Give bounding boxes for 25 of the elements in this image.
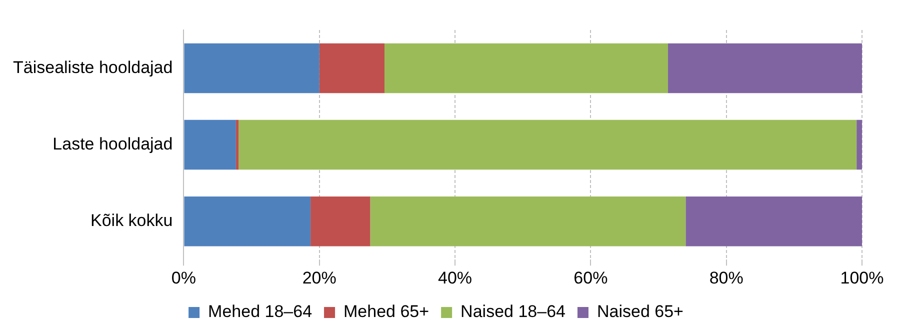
x-tick-label: 40% [438,268,472,288]
bar [184,120,236,170]
x-tick-label: 20% [302,268,336,288]
bar [384,43,668,94]
bar [236,120,239,170]
bar [184,196,311,246]
legend-label: Naised 65+ [596,302,684,322]
bar [668,43,862,94]
legend-label: Naised 18–64 [460,302,566,322]
x-tick-label: 0% [171,268,196,288]
bar [856,120,862,170]
bar [310,196,370,246]
bar [686,196,862,246]
y-tick-label: Laste hooldajad [52,134,173,154]
y-tick-label: Kõik kokku [90,211,173,230]
x-tick-label: 100% [840,268,884,288]
bar [370,196,686,246]
x-tick-label: 80% [709,268,744,288]
bar [184,43,320,94]
legend-label: Mehed 65+ [344,302,430,322]
y-tick-label: Täisealiste hooldajad [12,58,173,77]
legend-label: Mehed 18–64 [208,302,312,322]
bar [319,43,384,94]
bar [238,120,857,170]
x-tick-label: 60% [574,268,608,288]
